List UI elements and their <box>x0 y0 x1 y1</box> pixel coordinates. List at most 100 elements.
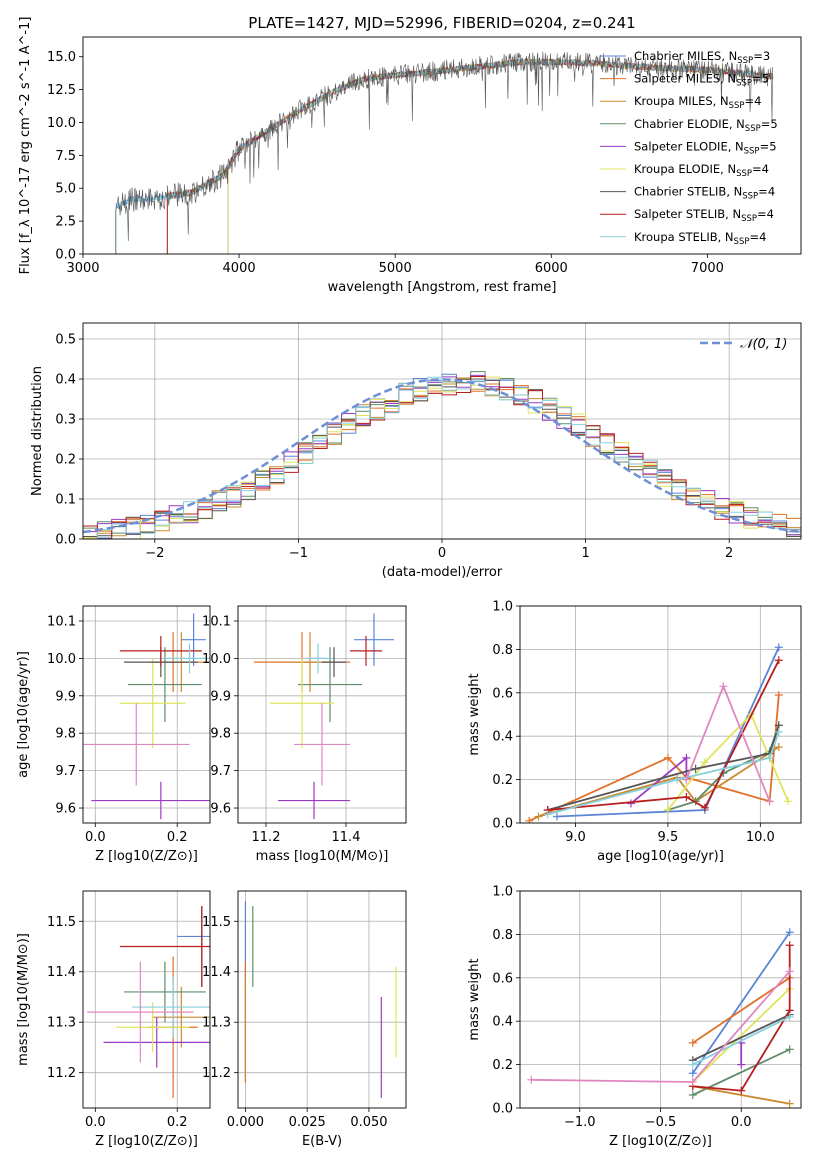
legend-entry: Kroupa ELODIE, NSSP=4 <box>634 162 769 179</box>
plot-area-spectrum <box>115 51 774 254</box>
x-axis-label: wavelength [Angstrom, rest frame] <box>328 280 557 295</box>
axes-frame <box>519 605 802 824</box>
x-tick-label: 4000 <box>223 261 256 276</box>
weight-point <box>700 758 709 767</box>
legend-model-name: Kroupa STELIB <box>634 230 718 244</box>
y-tick-label: 9.7 <box>210 764 231 779</box>
spectrum-line <box>115 58 773 254</box>
residual-histogram <box>83 376 801 539</box>
weight-point <box>785 928 794 937</box>
weight-point <box>525 816 534 823</box>
weight-point <box>543 810 552 819</box>
legend-nssp: 5 <box>769 139 776 153</box>
weight-point <box>663 805 672 814</box>
legend: 𝒩(0, 1) <box>700 337 787 352</box>
weight-point <box>691 764 700 773</box>
legend-nssp-sub: SSP <box>742 192 758 202</box>
legend-model-name: Chabrier STELIB <box>634 185 726 199</box>
spectrum-line <box>227 58 773 254</box>
weight-point <box>785 1012 794 1021</box>
legend-nssp: 4 <box>759 230 766 244</box>
weight-point <box>785 941 794 950</box>
plot-area-age_vs_mass <box>254 613 394 820</box>
y-tick-label: 0.2 <box>55 453 76 468</box>
y-tick-label: 0.8 <box>492 643 513 658</box>
panel-residuals: −2 −1 0 1 2 0.0 0.1 0.2 0.3 0.4 0.5 (data-model)/er… <box>30 322 802 580</box>
weight-point <box>774 690 783 699</box>
legend-nssp: 5 <box>770 117 777 131</box>
legend-entry: Salpeter MILES, NSSP=5 <box>634 72 769 89</box>
y-axis-label: Normed distribution <box>30 366 45 496</box>
legend-nssp-prefix: , N <box>713 94 729 108</box>
legend-nssp-prefix: , N <box>726 185 742 199</box>
legend-entry: Chabrier STELIB, NSSP=4 <box>634 185 775 202</box>
spectrum-line <box>166 58 774 254</box>
y-tick-label: 0.1 <box>55 493 76 508</box>
weight-point <box>682 792 691 801</box>
weight-point <box>774 743 783 752</box>
legend-model-name: Salpeter STELIB <box>634 207 725 221</box>
weight-line <box>692 1016 791 1066</box>
y-tick-label: 11.3 <box>202 1016 231 1031</box>
y-tick-label: 5.0 <box>55 182 76 197</box>
panel-mass_vs_EBV: 0.000 0.025 0.050 11.2 11.3 11.4 11.5 E(B-V) <box>202 890 407 1149</box>
spectrum-line <box>115 51 773 254</box>
y-tick-label: 0.0 <box>55 533 76 548</box>
legend-nssp-sub: SSP <box>744 146 760 156</box>
weight-point <box>688 1069 697 1078</box>
plot-area-residuals <box>83 371 801 539</box>
x-tick-label: 10.0 <box>746 830 775 845</box>
y-tick-label: 0.4 <box>492 730 513 745</box>
weight-point <box>785 967 794 976</box>
weight-point <box>765 797 774 806</box>
axes-frame <box>82 605 211 824</box>
legend-nssp-sub: SSP <box>745 124 761 134</box>
x-axis-label: Z [log10(Z/Z⊙)] <box>95 1134 198 1149</box>
y-tick-label: 11.5 <box>202 915 231 930</box>
weight-line <box>547 731 780 816</box>
legend-eq: = <box>760 139 770 153</box>
gaussian-curve <box>83 378 801 534</box>
panel-mass_vs_Z: 0.0 0.2 11.2 11.3 11.4 11.5 Z [log10(Z/Z⊙)] mas… <box>16 890 211 1149</box>
y-tick-label: 0.6 <box>492 971 513 986</box>
y-tick-label: 0.8 <box>492 928 513 943</box>
weight-point <box>688 1060 697 1069</box>
x-tick-label: 5000 <box>379 261 412 276</box>
legend-model-name: Chabrier MILES <box>634 49 721 63</box>
legend-nssp-prefix: , N <box>728 139 744 153</box>
y-axis-label: mass weight <box>467 958 482 1040</box>
weight-point <box>527 1075 536 1084</box>
legend-nssp-sub: SSP <box>737 56 753 66</box>
y-tick-label: 0.0 <box>492 1102 513 1117</box>
y-axis-label: Flux [f_λ 10^-17 erg cm^-2 s^-1 A^-1] <box>18 17 33 275</box>
weight-point <box>784 797 793 806</box>
y-tick-label: 11.4 <box>202 965 231 980</box>
plot-area-weight_vs_age <box>525 643 793 823</box>
weight-line <box>528 694 780 822</box>
y-tick-label: 11.2 <box>202 1066 231 1081</box>
x-tick-label: −0.5 <box>645 1115 677 1130</box>
x-tick-label: 0 <box>438 546 446 561</box>
y-tick-label: 9.8 <box>210 727 231 742</box>
y-tick-label: 7.5 <box>55 149 76 164</box>
weight-point <box>688 1077 697 1086</box>
legend-eq: = <box>757 207 767 221</box>
panel-spectrum: 3000 4000 5000 6000 7000 0.0 2.5 5.0 7.5 10.0 12.5… <box>18 17 802 295</box>
legend-entry: Chabrier ELODIE, NSSP=5 <box>634 117 778 134</box>
weight-line <box>547 659 780 811</box>
weight-point <box>534 812 543 821</box>
y-tick-label: 10.0 <box>47 116 76 131</box>
weight-line <box>538 746 780 818</box>
legend-nssp: 4 <box>768 185 775 199</box>
x-axis-label: Z [log10(Z/Z⊙)] <box>609 1134 712 1149</box>
legend-nssp-sub: SSP <box>734 237 750 247</box>
y-tick-label: 0.3 <box>55 413 76 428</box>
legend-nssp-sub: SSP <box>736 79 752 89</box>
y-tick-label: 1.0 <box>492 600 513 615</box>
weight-point <box>682 753 691 762</box>
y-tick-label: 1.0 <box>492 885 513 900</box>
plot-area-age_vs_Z <box>83 613 210 820</box>
x-axis-label: mass [log10(M/M⊙)] <box>256 849 389 864</box>
y-tick-label: 2.5 <box>55 215 76 230</box>
x-tick-label: 3000 <box>66 261 99 276</box>
